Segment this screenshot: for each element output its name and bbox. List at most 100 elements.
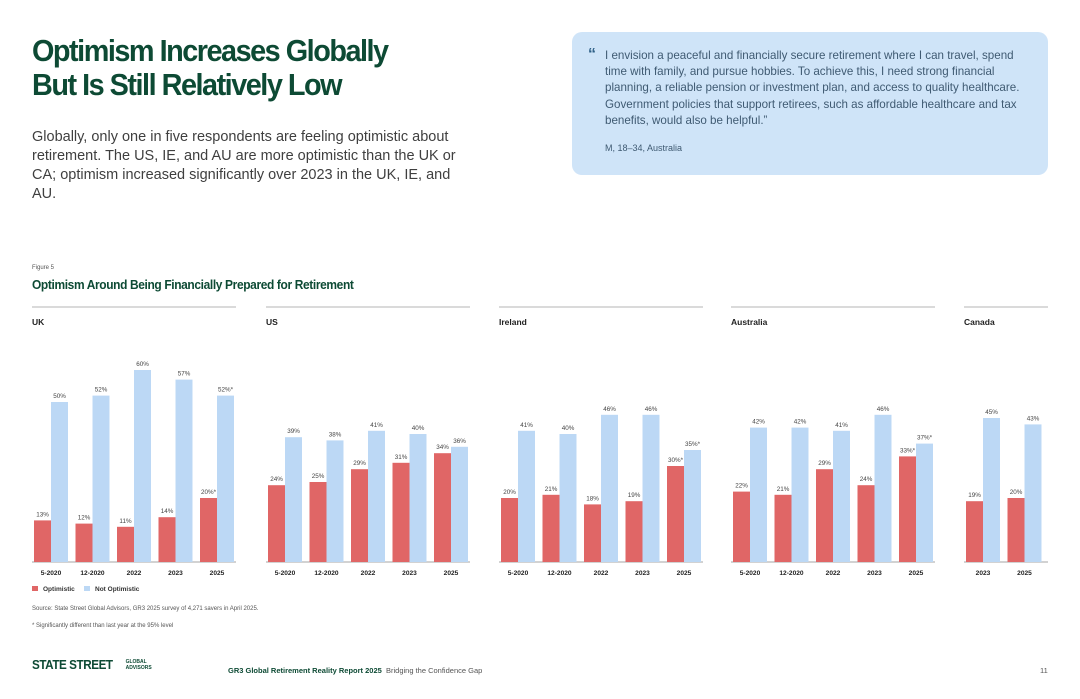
data-label-us-optimistic-12-2020: 25%	[312, 473, 325, 480]
bar-us-not-optimistic-2022	[368, 430, 385, 562]
data-label-ireland-optimistic-12-2020: 21%	[545, 486, 558, 493]
data-label-uk-optimistic-2025: 20%*	[201, 489, 217, 496]
bar-canada-optimistic-2023	[966, 501, 983, 562]
footer-report-title: GR3 Global Retirement Reality Report 202…	[228, 666, 482, 675]
bar-uk-optimistic-2023	[158, 517, 176, 562]
source-note: Source: State Street Global Advisors, GR…	[32, 606, 259, 612]
bar-uk-optimistic-2022	[117, 526, 134, 562]
legend-item-optimistic: Optimistic	[32, 586, 75, 593]
bar-ireland-not-optimistic-2023	[642, 414, 660, 562]
bar-uk-optimistic-5-2020	[34, 520, 51, 562]
bar-canada-not-optimistic-2025	[1024, 424, 1042, 562]
data-label-uk-not-optimistic-5-2020: 50%	[53, 393, 66, 400]
data-label-ireland-optimistic-2025: 30%*	[668, 457, 684, 464]
bar-canada-optimistic-2025	[1007, 498, 1025, 562]
data-label-australia-optimistic-12-2020: 21%	[777, 486, 790, 493]
bar-ireland-optimistic-2025	[667, 466, 684, 562]
state-street-logo: STATE STREET GLOBAL ADVISORS	[32, 657, 156, 672]
data-label-uk-not-optimistic-12-2020: 52%	[95, 387, 108, 394]
x-tick-label-ireland-2023: 2023	[635, 570, 650, 577]
x-tick-label-uk-12-2020: 12-2020	[80, 570, 105, 577]
data-label-australia-not-optimistic-12-2020: 42%	[794, 419, 807, 426]
x-tick-label-uk-2025: 2025	[210, 570, 225, 577]
intro-paragraph: Globally, only one in five respondents a…	[32, 129, 456, 202]
data-label-ireland-optimistic-2022: 18%	[586, 495, 599, 502]
panel-title-canada: Canada	[964, 317, 995, 327]
x-tick-label-ireland-2025: 2025	[677, 570, 692, 577]
page-title-line-1: Optimism Increases Globally	[32, 33, 389, 68]
data-label-uk-optimistic-2022: 11%	[119, 518, 132, 525]
bar-us-optimistic-2025	[434, 453, 451, 562]
x-tick-label-australia-2025: 2025	[909, 570, 924, 577]
x-tick-label-canada-2025: 2025	[1017, 570, 1032, 577]
data-label-australia-not-optimistic-2022: 41%	[835, 422, 848, 429]
panel-title-ireland: Ireland	[499, 317, 527, 327]
data-label-australia-optimistic-5-2020: 22%	[735, 483, 748, 490]
data-label-uk-not-optimistic-2025: 52%*	[218, 387, 234, 394]
panel-title-uk: UK	[32, 317, 45, 327]
legend-label-not-optimistic: Not Optimistic	[95, 586, 140, 593]
x-tick-label-us-2023: 2023	[402, 570, 417, 577]
footer-report-name: GR3 Global Retirement Reality Report 202…	[228, 666, 382, 675]
bar-uk-not-optimistic-2023	[175, 379, 193, 562]
bar-ireland-optimistic-2023	[625, 501, 643, 562]
bar-australia-not-optimistic-5-2020	[750, 427, 767, 562]
bar-uk-not-optimistic-2022	[134, 370, 151, 562]
bar-australia-optimistic-12-2020	[774, 494, 792, 562]
bar-ireland-not-optimistic-2025	[684, 450, 701, 562]
bar-ireland-optimistic-2022	[584, 504, 601, 562]
data-label-us-not-optimistic-2022: 41%	[370, 422, 383, 429]
data-label-australia-optimistic-2023: 24%	[860, 476, 873, 483]
data-label-canada-optimistic-2025: 20%	[1010, 489, 1023, 496]
data-label-us-optimistic-2022: 29%	[353, 460, 366, 467]
x-tick-label-australia-2022: 2022	[826, 570, 841, 577]
data-label-australia-not-optimistic-5-2020: 42%	[752, 419, 765, 426]
data-label-canada-not-optimistic-2023: 45%	[985, 409, 998, 416]
bar-uk-not-optimistic-5-2020	[51, 402, 68, 562]
logo-wordmark: STATE STREET	[32, 657, 113, 672]
bar-ireland-not-optimistic-2022	[601, 414, 618, 562]
data-label-uk-optimistic-5-2020: 13%	[36, 511, 49, 518]
data-label-us-not-optimistic-2023: 40%	[412, 425, 425, 432]
bar-us-not-optimistic-5-2020	[285, 437, 302, 562]
x-tick-label-ireland-2022: 2022	[594, 570, 609, 577]
bar-us-not-optimistic-12-2020	[326, 440, 344, 562]
bar-ireland-not-optimistic-12-2020	[559, 434, 577, 562]
bar-australia-optimistic-2023	[857, 485, 875, 562]
quote-mark-icon: “	[588, 46, 596, 63]
x-tick-label-uk-5-2020: 5-2020	[41, 570, 62, 577]
data-label-us-optimistic-2023: 31%	[395, 454, 408, 461]
bar-uk-optimistic-2025	[200, 498, 217, 562]
bar-uk-not-optimistic-12-2020	[92, 395, 110, 562]
figure-title: Optimism Around Being Financially Prepar…	[32, 277, 354, 292]
x-tick-label-uk-2022: 2022	[127, 570, 142, 577]
x-tick-label-ireland-12-2020: 12-2020	[547, 570, 572, 577]
bar-australia-optimistic-2025	[899, 456, 916, 562]
data-label-uk-optimistic-12-2020: 12%	[78, 515, 91, 522]
data-label-us-not-optimistic-2025: 36%	[453, 438, 466, 445]
bar-uk-optimistic-12-2020	[75, 523, 93, 562]
x-tick-label-uk-2023: 2023	[168, 570, 183, 577]
bar-canada-not-optimistic-2023	[983, 418, 1000, 562]
optimism-bar-chart: UK 13% 50% 5-2020 12% 52% 12-2020 11% 60% 2022 14%…	[32, 306, 1048, 577]
page-title: Optimism Increases Globally But Is Still…	[32, 34, 441, 102]
quote-text: I envision a peaceful and financially se…	[605, 49, 1020, 127]
data-label-us-not-optimistic-12-2020: 38%	[329, 431, 342, 438]
data-label-ireland-not-optimistic-2023: 46%	[645, 406, 658, 413]
data-label-us-optimistic-5-2020: 24%	[270, 476, 283, 483]
panel-title-australia: Australia	[731, 317, 768, 327]
bar-us-not-optimistic-2023	[409, 434, 427, 562]
figure-label: Figure 5	[32, 265, 55, 271]
data-label-ireland-not-optimistic-2022: 46%	[603, 406, 616, 413]
bar-us-optimistic-12-2020	[309, 482, 327, 562]
data-label-us-not-optimistic-5-2020: 39%	[287, 428, 300, 435]
bar-us-not-optimistic-2025	[451, 446, 468, 562]
bar-us-optimistic-2022	[351, 469, 368, 562]
bar-australia-not-optimistic-12-2020	[791, 427, 809, 562]
significance-note: * Significantly different than last year…	[32, 623, 174, 629]
x-tick-label-canada-2023: 2023	[976, 570, 991, 577]
bar-australia-not-optimistic-2025	[916, 443, 933, 562]
panel-title-us: US	[266, 317, 278, 327]
bar-australia-optimistic-5-2020	[733, 491, 750, 562]
data-label-ireland-not-optimistic-12-2020: 40%	[562, 425, 575, 432]
